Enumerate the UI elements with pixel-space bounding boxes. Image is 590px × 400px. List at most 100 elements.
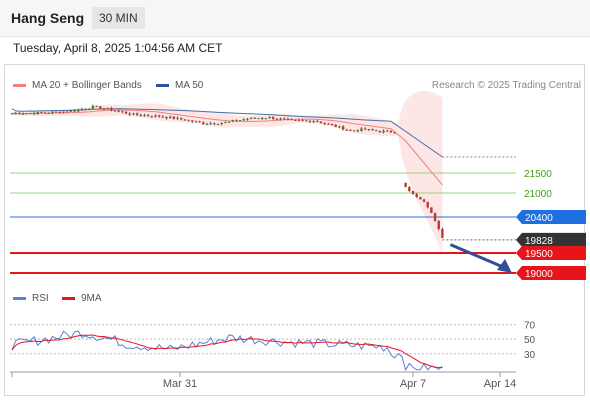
- candle-body: [84, 109, 87, 111]
- candle-body: [363, 128, 367, 130]
- candle-body: [283, 118, 286, 120]
- candle-body: [227, 121, 231, 123]
- bollinger-band: [12, 90, 443, 254]
- candle-body: [367, 129, 371, 131]
- candle-body: [330, 123, 334, 125]
- candle-body: [271, 116, 275, 119]
- candle-body: [327, 123, 330, 125]
- level-label-19500: 19500: [525, 249, 553, 260]
- candle-body: [69, 110, 73, 112]
- ma20-swatch: [13, 83, 26, 87]
- candle-body: [62, 111, 65, 113]
- candle-body: [88, 108, 91, 110]
- candle-body: [154, 115, 157, 117]
- candle-body: [279, 118, 282, 120]
- candle-body: [338, 126, 341, 128]
- candle-body: [375, 130, 378, 132]
- candle-body: [29, 112, 32, 114]
- candle-body: [150, 115, 153, 117]
- candle-body: [113, 110, 117, 112]
- x-tick-label-1: Apr 7: [400, 378, 426, 390]
- candle-body: [36, 111, 39, 114]
- candle-body: [235, 120, 238, 122]
- candle-body: [110, 108, 113, 111]
- ma20-line: [11, 109, 443, 186]
- level-tag-20400: [516, 210, 586, 224]
- candle-body: [183, 119, 187, 121]
- candle-body: [356, 130, 360, 132]
- candle-body: [319, 121, 323, 124]
- candle-body: [102, 108, 106, 110]
- candle-body: [205, 123, 209, 125]
- candle-body: [220, 122, 223, 124]
- candle-body: [286, 118, 290, 120]
- candle-body: [202, 122, 205, 125]
- candle-body: [341, 126, 345, 130]
- candle-body: [433, 213, 437, 221]
- level-label-19000: 19000: [525, 269, 553, 280]
- candle-body: [422, 199, 426, 202]
- candle-body: [231, 120, 234, 122]
- candle-body: [426, 201, 429, 208]
- rsi-line: [11, 330, 443, 372]
- candle-body: [305, 120, 308, 122]
- candle-body: [389, 130, 393, 133]
- candle-body: [408, 187, 411, 191]
- interval-selector[interactable]: 30 MIN: [92, 7, 145, 29]
- candle-body: [165, 117, 168, 119]
- level-tag-19000: [516, 266, 586, 280]
- chart-header: Hang Seng 30 MIN: [0, 0, 590, 37]
- candle-body: [297, 120, 301, 122]
- candle-body: [121, 111, 124, 113]
- rsi-9ma-line: [11, 334, 443, 369]
- candle-body: [106, 108, 109, 110]
- candle-body: [65, 111, 69, 113]
- candle-body: [349, 129, 352, 131]
- candle-body: [77, 109, 80, 112]
- candle-body: [415, 194, 418, 197]
- legend-9ma: 9MA: [62, 293, 102, 304]
- legend-ma50-label: MA 50: [175, 80, 204, 91]
- chart-datetime: Tuesday, April 8, 2025 1:04:56 AM CET: [13, 41, 223, 55]
- candle-body: [213, 123, 216, 125]
- candle-body: [378, 130, 382, 133]
- candle-body: [393, 132, 396, 134]
- candle-body: [117, 110, 120, 112]
- candle-body: [441, 229, 444, 238]
- candle-body: [437, 221, 440, 229]
- candle-body: [275, 118, 279, 120]
- candle-body: [32, 112, 36, 114]
- ma50-swatch: [156, 83, 169, 87]
- candle-body: [216, 123, 220, 125]
- candle-body: [18, 113, 21, 115]
- chart-frame: [4, 64, 585, 396]
- candle-body: [143, 115, 146, 117]
- forecast-arrow-head: [497, 259, 512, 273]
- candle-body: [323, 123, 326, 125]
- candle-body: [382, 130, 385, 133]
- candle-body: [128, 113, 131, 115]
- legend-rsi: RSI: [13, 293, 49, 304]
- candle-body: [187, 120, 190, 122]
- candle-body: [180, 117, 183, 120]
- candle-body: [334, 124, 337, 127]
- candle-body: [352, 130, 356, 132]
- candle-body: [264, 118, 268, 120]
- candle-body: [43, 112, 47, 114]
- level-label-21500: 21500: [524, 169, 552, 180]
- level-tag-19500: [516, 246, 586, 260]
- candle-body: [360, 128, 363, 131]
- ma50-line: [11, 108, 443, 158]
- candle-body: [238, 120, 242, 122]
- level-tag-19828: [516, 232, 586, 247]
- level-label-19828: 19828: [525, 236, 553, 247]
- candles: [10, 104, 444, 239]
- candle-body: [316, 121, 319, 123]
- candle-body: [10, 113, 14, 115]
- legend-ma50: MA 50: [156, 80, 203, 91]
- candle-body: [73, 110, 76, 112]
- candle-body: [168, 116, 172, 119]
- forecast-arrow-shaft: [449, 243, 504, 269]
- legend-ma20: MA 20 + Bollinger Bands: [13, 80, 142, 91]
